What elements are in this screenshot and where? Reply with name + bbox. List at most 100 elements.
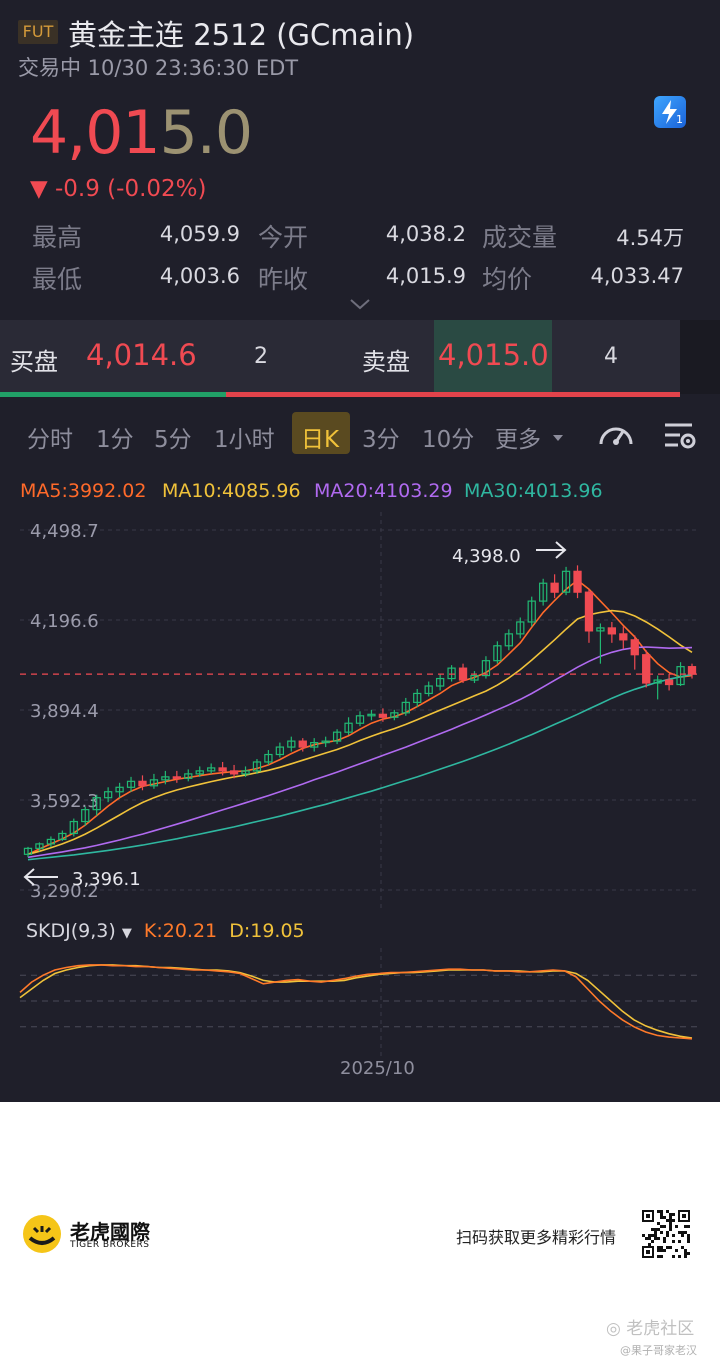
candle	[504, 633, 513, 647]
ask-quantity: 4	[604, 344, 618, 369]
candle	[35, 843, 44, 849]
qr-module	[675, 1225, 678, 1228]
bid-ratio-bar	[0, 392, 226, 397]
candle	[92, 797, 101, 811]
candle	[287, 740, 296, 748]
candle	[229, 770, 239, 775]
chart-settings-icon[interactable]	[662, 420, 698, 456]
qr-module	[687, 1252, 690, 1255]
kdj-chart[interactable]	[0, 948, 720, 1058]
tab-more[interactable]: 更多	[495, 427, 541, 453]
qr-module	[654, 1237, 657, 1240]
y-tick-label: 3,894.4	[30, 701, 99, 722]
candle	[332, 731, 342, 742]
stat-high-value: 4,059.9	[159, 222, 240, 246]
qr-module	[672, 1219, 675, 1222]
kdj-indicator-name[interactable]: SKDJ(9,3)	[26, 920, 116, 942]
price-change: ▼ -0.9 (-0.02%)	[30, 176, 207, 202]
qr-module	[663, 1237, 666, 1240]
tab-1hour[interactable]: 1小时	[214, 427, 275, 453]
tab-timeshare[interactable]: 分时	[27, 427, 73, 453]
stat-high-label: 最高	[32, 223, 83, 252]
qr-module	[681, 1231, 684, 1234]
stat-volume-value: 4.54万	[616, 226, 684, 250]
candle	[607, 627, 617, 635]
tab-5min[interactable]: 5分	[154, 427, 192, 453]
qr-module	[666, 1219, 669, 1222]
qr-module	[687, 1237, 690, 1240]
chevron-down-icon[interactable]	[348, 296, 372, 316]
gauge-icon[interactable]	[596, 418, 636, 454]
ma30-line	[27, 673, 693, 861]
ask-price[interactable]: 4,015.0	[438, 338, 549, 372]
candle	[23, 847, 33, 855]
qr-module	[654, 1228, 657, 1231]
candlestick-chart[interactable]: 4,498.7 4,196.6 3,894.4 3,592.3 3,290.2 4,398…	[0, 512, 720, 912]
candle	[516, 621, 525, 635]
candle	[58, 832, 67, 841]
stat-low-value: 4,003.6	[159, 264, 240, 288]
qr-module	[684, 1225, 687, 1228]
qr-code-icon[interactable]	[642, 1210, 690, 1262]
qr-module	[657, 1255, 660, 1258]
qr-module	[684, 1231, 687, 1234]
candle	[149, 779, 159, 787]
bid-price[interactable]: 4,014.6	[86, 338, 197, 372]
candle	[184, 773, 193, 779]
qr-module	[651, 1234, 654, 1237]
candle	[298, 740, 307, 748]
candle	[264, 753, 273, 763]
kdj-d-value: D:19.05	[229, 920, 305, 942]
tab-active-bg	[292, 412, 350, 454]
candle	[527, 600, 536, 623]
candle	[447, 667, 456, 680]
candle	[619, 633, 628, 641]
tab-daily-k[interactable]: 日K	[301, 427, 340, 453]
qr-finder	[682, 1214, 686, 1218]
order-book	[0, 320, 680, 394]
ma10-legend: MA10:4085.96	[162, 480, 301, 502]
tab-3min[interactable]: 3分	[362, 427, 400, 453]
candle	[653, 679, 662, 684]
share-footer: 老虎國際 TIGER BROKERS 扫码获取更多精彩行情 ◎ 老虎社区 @果子…	[0, 1102, 720, 1367]
candle	[676, 666, 685, 686]
community-logo-icon: ◎	[606, 1319, 621, 1339]
candle	[435, 677, 445, 687]
ask-label: 卖盘	[362, 348, 410, 376]
candle	[321, 740, 330, 744]
scan-prompt: 扫码获取更多精彩行情	[456, 1228, 617, 1247]
tab-1min[interactable]: 1分	[96, 427, 134, 453]
y-tick-label: 4,498.7	[30, 521, 99, 542]
qr-module	[660, 1216, 663, 1219]
candle	[195, 770, 204, 775]
flash-trade-icon[interactable]: 1	[654, 96, 686, 128]
tiger-logo-icon	[22, 1214, 62, 1258]
trading-status: 交易中 10/30 23:36:30 EDT	[18, 56, 299, 80]
candle	[81, 809, 90, 823]
candle	[401, 701, 410, 714]
candle	[470, 674, 479, 681]
y-tick-label: 3,290.2	[30, 881, 99, 902]
stat-avg-value: 4,033.47	[590, 264, 684, 288]
candle	[344, 722, 353, 733]
qr-module	[678, 1231, 681, 1234]
candle	[69, 820, 78, 835]
order-book-edge	[680, 320, 720, 394]
candle	[390, 712, 399, 718]
caret-down-icon[interactable]: ▼	[121, 926, 132, 941]
kdj-k-line	[19, 964, 693, 1040]
qr-module	[669, 1216, 672, 1219]
kdj-k-value: K:20.21	[143, 920, 218, 942]
high-marker-label: 4,398.0	[452, 546, 521, 567]
qr-module	[663, 1216, 666, 1219]
ma5-legend: MA5:3992.02	[20, 480, 147, 502]
qr-module	[669, 1228, 672, 1231]
qr-module	[666, 1231, 669, 1234]
low-marker-label: 3,396.1	[72, 869, 141, 890]
qr-module	[678, 1255, 681, 1258]
y-tick-label: 3,592.3	[30, 791, 99, 812]
tab-10min[interactable]: 10分	[422, 427, 475, 453]
ma20-legend: MA20:4103.29	[314, 480, 453, 502]
candle	[138, 780, 147, 787]
caret-down-icon[interactable]	[552, 428, 564, 447]
